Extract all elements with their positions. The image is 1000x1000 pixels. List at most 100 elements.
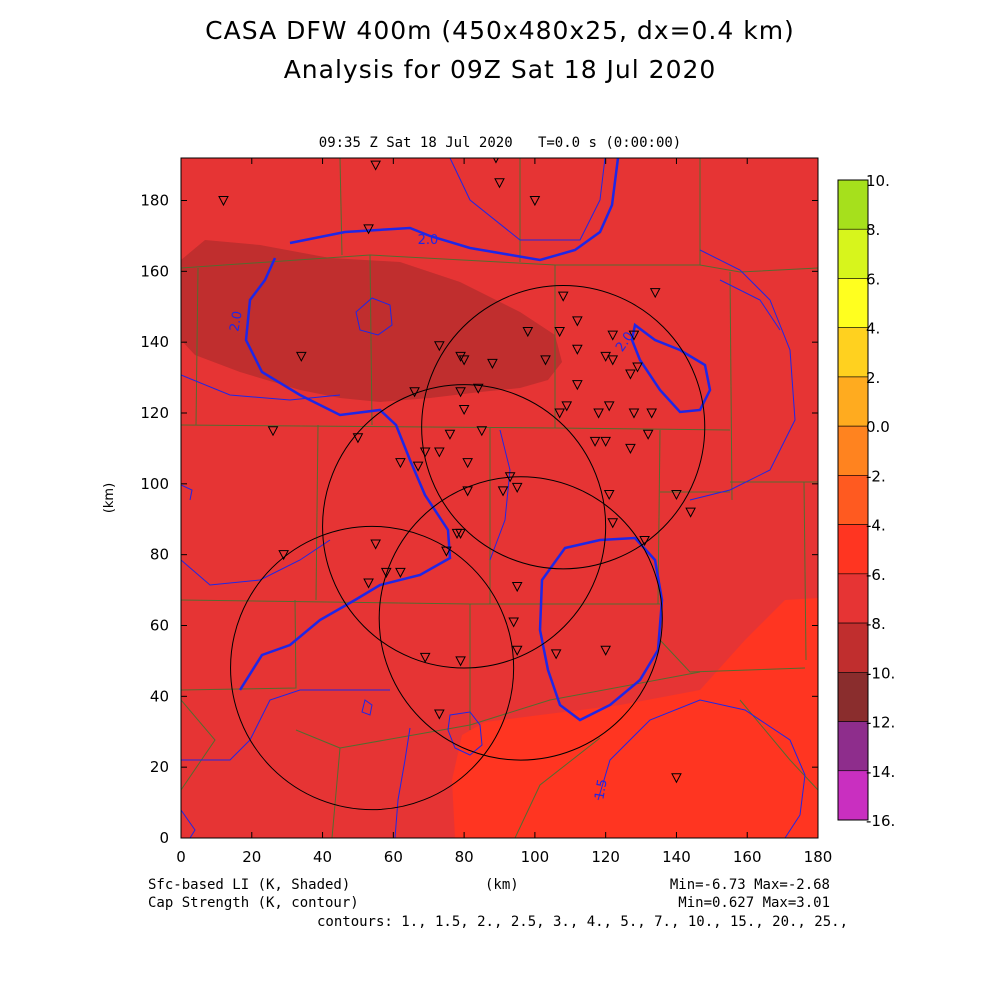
station-marker (572, 316, 583, 327)
station-marker (434, 709, 445, 720)
colorbar: 10. 8. 6. 4. 2. 0.0 -2. -4. -6. -8. -10. -12. -14. -1… (837, 172, 895, 830)
colorbar-label: -4. (866, 517, 886, 535)
colorbar-swatch (837, 376, 869, 427)
colorbar-swatch (837, 573, 869, 624)
station-marker (458, 404, 470, 416)
chart-subtitle: Analysis for 09Z Sat 18 Jul 2020 (283, 55, 717, 84)
station-marker (529, 196, 541, 207)
colorbar-label: 2. (866, 369, 880, 387)
station-marker (412, 461, 424, 472)
station-marker (607, 330, 619, 341)
contour-label: 2.0 (227, 310, 245, 333)
station-marker (550, 649, 562, 660)
station-marker (462, 486, 473, 497)
station-marker (278, 550, 289, 561)
station-marker (476, 426, 488, 437)
y-tick-label: 100 (140, 475, 169, 493)
x-tick-label: 60 (384, 848, 403, 866)
station-marker (625, 369, 636, 380)
x-tick-label: 40 (313, 848, 332, 866)
station-marker (352, 433, 364, 444)
colorbar-label: -16. (866, 812, 895, 830)
colorbar-label: 0.0 (866, 418, 890, 436)
range-ring (421, 285, 706, 570)
station-marker (472, 383, 484, 394)
station-marker (572, 344, 583, 355)
colorbar-swatch (837, 672, 869, 722)
colorbar-label: -8. (866, 615, 886, 633)
station-marker (419, 447, 431, 458)
station-marker (600, 436, 611, 447)
station-marker (671, 489, 682, 501)
station-marker (572, 380, 583, 391)
colorbar-swatch (837, 228, 869, 279)
station-marker (589, 436, 601, 447)
station-marker (625, 443, 636, 454)
station-marker (561, 401, 573, 412)
shaded-range: Min=-6.73 Max=-2.68 (669, 877, 830, 893)
x-tick-label: 180 (804, 848, 833, 866)
chart-title: CASA DFW 400m (450x480x25, dx=0.4 km) (205, 16, 795, 45)
colorbar-label: -10. (866, 664, 895, 682)
station-marker (628, 330, 640, 341)
x-tick-label: 120 (591, 848, 620, 866)
valid-time: 09:35 Z Sat 18 Jul 2020 (318, 135, 513, 151)
station-marker (511, 645, 523, 656)
colorbar-label: 6. (866, 270, 880, 288)
county-boundaries (181, 158, 818, 838)
colorbar-label: -14. (866, 763, 895, 781)
station-marker (409, 387, 420, 398)
colorbar-label: 4. (866, 320, 880, 338)
y-tick-label: 160 (140, 262, 169, 280)
contour-field-label: Cap Strength (K, contour) (148, 895, 359, 911)
colorbar-swatch (837, 622, 869, 673)
station-marker (554, 408, 565, 419)
station-marker (487, 358, 498, 369)
station-marker (441, 546, 452, 557)
station-marker (363, 224, 374, 235)
station-marker (603, 489, 615, 501)
range-ring (230, 525, 515, 811)
x-tick-label: 20 (242, 848, 261, 866)
y-tick-label: 60 (150, 617, 169, 635)
x-tick-label: 80 (455, 848, 474, 866)
contour-levels: contours: 1., 1.5, 2., 2.5, 3., 4., 5., … (316, 914, 848, 930)
y-axis: 0 20 40 60 80 100 120 140 160 180 (140, 192, 818, 847)
station-marker (632, 362, 643, 373)
station-marker (642, 429, 654, 440)
station-marker (554, 327, 565, 338)
model-time: T=0.0 s (0:00:00) (537, 135, 682, 151)
station-marker (511, 582, 523, 593)
colorbar-swatch (837, 524, 869, 575)
station-marker (434, 341, 445, 352)
station-marker (646, 408, 658, 419)
station-marker (395, 567, 406, 578)
station-marker (639, 536, 650, 547)
cap-strength-contours (181, 158, 806, 838)
range-ring (378, 476, 663, 761)
colorbar-label: 8. (866, 221, 880, 239)
station-marker (444, 429, 456, 440)
x-tick-label: 0 (176, 848, 186, 866)
station-marker (497, 486, 509, 497)
y-tick-label: 20 (150, 758, 169, 776)
x-axis-label: (km) (485, 877, 519, 893)
x-tick-label: 160 (733, 848, 762, 866)
map-plot-area: 2.02.02.01.5 (181, 158, 818, 838)
station-marker (504, 472, 516, 483)
station-marker (218, 196, 229, 207)
station-marker (522, 327, 534, 338)
station-markers (218, 158, 696, 784)
li-warm-region (452, 598, 818, 838)
colorbar-label: -6. (866, 566, 886, 584)
station-marker (455, 656, 466, 667)
station-marker (600, 351, 611, 362)
colorbar-swatch (837, 475, 869, 525)
station-marker (628, 408, 640, 419)
colorbar-frame (837, 179, 869, 821)
station-marker (685, 507, 696, 518)
plot-frame (180, 157, 819, 839)
colorbar-swatch (837, 425, 869, 476)
y-tick-label: 180 (140, 192, 169, 210)
contour-range: Min=0.627 Max=3.01 (678, 895, 830, 911)
